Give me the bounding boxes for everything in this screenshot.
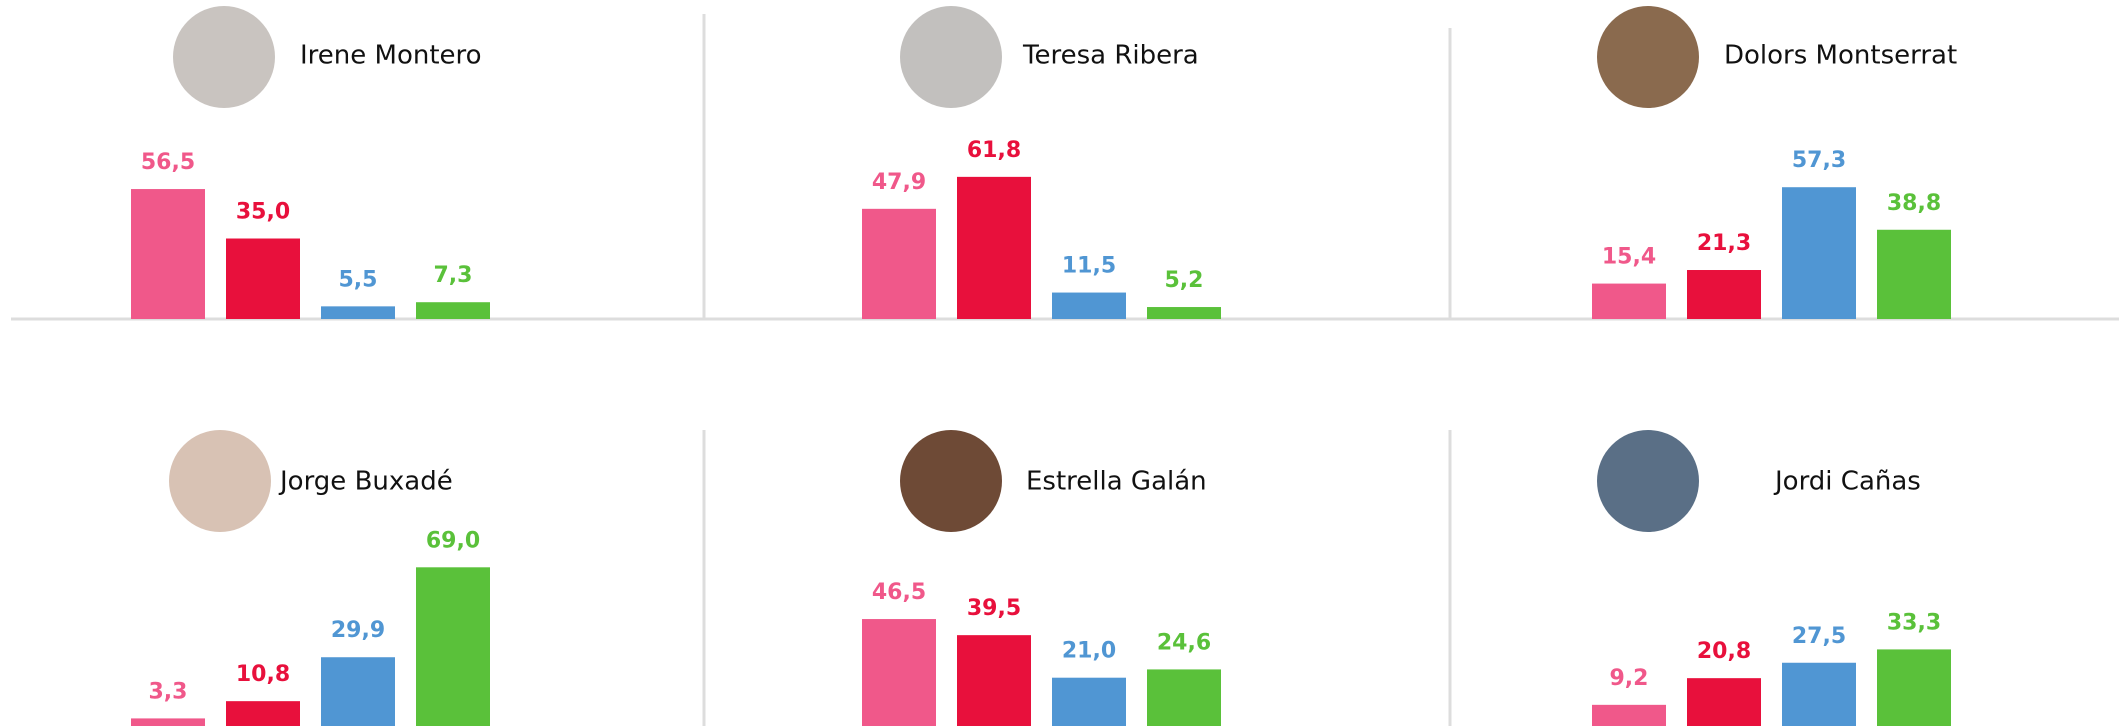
value-label: 11,5 <box>1062 254 1116 279</box>
bar <box>1147 669 1221 726</box>
value-label: 15,4 <box>1602 245 1656 270</box>
value-label: 24,6 <box>1157 630 1211 655</box>
bar <box>1877 649 1951 726</box>
bar <box>321 657 395 726</box>
bar <box>1782 187 1856 319</box>
bar <box>1687 270 1761 319</box>
bar <box>1052 678 1126 726</box>
bar <box>416 567 490 726</box>
avatar <box>173 6 275 108</box>
value-label: 21,0 <box>1062 639 1116 664</box>
value-label: 56,5 <box>141 150 195 175</box>
value-label: 38,8 <box>1887 191 1941 216</box>
bar <box>957 635 1031 726</box>
bar <box>321 306 395 319</box>
bar <box>862 209 936 319</box>
panel-title: Irene Montero <box>300 41 482 71</box>
bar <box>1052 293 1126 319</box>
value-label: 3,3 <box>149 679 188 704</box>
value-label: 47,9 <box>872 170 926 195</box>
value-label: 35,0 <box>236 200 290 225</box>
bar <box>1592 705 1666 726</box>
avatar <box>1597 430 1699 532</box>
value-label: 46,5 <box>872 580 926 605</box>
value-label: 61,8 <box>967 138 1021 163</box>
value-label: 20,8 <box>1697 639 1751 664</box>
value-label: 21,3 <box>1697 231 1751 256</box>
panel-title: Teresa Ribera <box>1022 41 1199 71</box>
bar <box>226 701 300 726</box>
bar <box>131 718 205 726</box>
value-label: 10,8 <box>236 662 290 687</box>
bar <box>131 189 205 319</box>
panel-title: Jorge Buxadé <box>278 467 453 497</box>
avatar <box>900 430 1002 532</box>
bar <box>862 619 936 726</box>
panel-title: Estrella Galán <box>1026 467 1207 497</box>
avatar <box>169 430 271 532</box>
bar <box>1147 307 1221 319</box>
bar <box>1877 230 1951 319</box>
panel-title: Jordi Cañas <box>1773 467 1921 497</box>
value-label: 5,5 <box>339 267 378 292</box>
value-label: 27,5 <box>1792 624 1846 649</box>
value-label: 39,5 <box>967 596 1021 621</box>
bar <box>1687 678 1761 726</box>
value-label: 9,2 <box>1610 666 1649 691</box>
value-label: 57,3 <box>1792 148 1846 173</box>
avatar <box>1597 6 1699 108</box>
avatar <box>900 6 1002 108</box>
bar <box>416 302 490 319</box>
value-label: 29,9 <box>331 618 385 643</box>
bar <box>226 239 300 320</box>
value-label: 7,3 <box>434 263 473 288</box>
value-label: 5,2 <box>1165 268 1204 293</box>
value-label: 33,3 <box>1887 610 1941 635</box>
bar <box>1782 663 1856 726</box>
bar <box>957 177 1031 319</box>
chart-grid: Irene Montero 56,5 35,0 5,5 7,3 Teresa Ribera… <box>0 0 2119 726</box>
bar <box>1592 284 1666 319</box>
value-label: 69,0 <box>426 528 480 553</box>
panel-title: Dolors Montserrat <box>1724 41 1957 71</box>
